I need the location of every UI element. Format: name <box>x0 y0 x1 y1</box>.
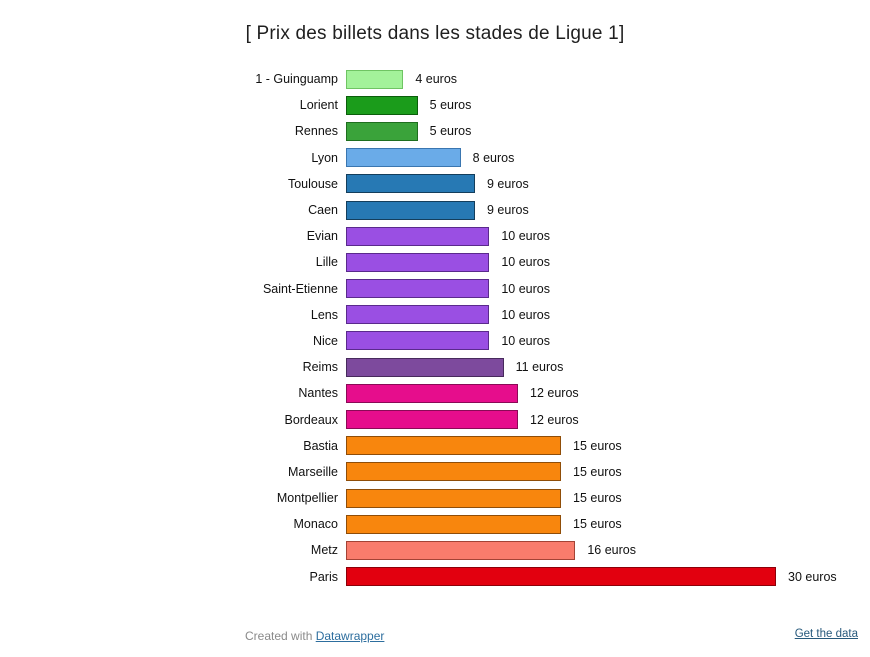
bar <box>346 488 561 508</box>
bar <box>346 567 776 587</box>
bar <box>346 279 490 299</box>
bar <box>346 148 461 168</box>
category-label: Rennes <box>294 124 338 139</box>
category-label: Caen <box>308 203 338 218</box>
chart-row: Metz 16 euros <box>0 537 870 563</box>
bar <box>346 331 490 351</box>
value-label: 9 euros <box>487 203 529 218</box>
category-label: Montpellier <box>276 491 338 506</box>
value-label: 10 euros <box>501 307 550 322</box>
bar <box>346 174 475 194</box>
category-label: 1 - Guinguamp <box>255 72 338 87</box>
bar <box>346 121 418 141</box>
value-label: 4 euros <box>415 72 458 87</box>
bar <box>346 305 490 325</box>
category-label: Lorient <box>299 98 338 113</box>
bar <box>346 410 518 430</box>
bar <box>346 95 418 115</box>
category-label: Nice <box>312 333 338 348</box>
value-label: 16 euros <box>587 543 636 558</box>
chart-row: Lorient 5 euros <box>0 92 870 118</box>
chart-row: Montpellier 15 euros <box>0 485 870 511</box>
category-label: Lille <box>315 255 338 270</box>
value-label: 10 euros <box>501 333 550 348</box>
chart-row: Nice 10 euros <box>0 328 870 354</box>
value-label: 12 euros <box>530 412 579 427</box>
bar <box>346 69 404 89</box>
category-label: Saint-Etienne <box>262 281 338 296</box>
value-label: 5 euros <box>429 124 472 139</box>
attribution: Created with Datawrapper <box>245 629 384 643</box>
value-label: 15 euros <box>573 517 622 532</box>
bar <box>346 357 504 377</box>
bar <box>346 383 518 403</box>
category-label: Bordeaux <box>284 412 338 427</box>
category-label: Paris <box>309 569 338 584</box>
chart-row: Lyon 8 euros <box>0 145 870 171</box>
value-label: 8 euros <box>472 150 515 165</box>
bar <box>346 200 475 220</box>
chart-row: Marseille 15 euros <box>0 459 870 485</box>
bar <box>346 226 490 246</box>
bar <box>346 540 576 560</box>
get-data-link[interactable]: Get the data <box>794 628 858 640</box>
category-label: Bastia <box>303 438 338 453</box>
category-label: Marseille <box>287 464 338 479</box>
value-label: 11 euros <box>515 360 564 375</box>
chart-row: Lens 10 euros <box>0 302 870 328</box>
attribution-text: Created with <box>245 629 316 643</box>
category-label: Evian <box>306 229 338 244</box>
chart-row: Lille 10 euros <box>0 249 870 275</box>
datawrapper-link[interactable]: Datawrapper <box>315 629 385 643</box>
value-label: 9 euros <box>487 176 529 191</box>
value-label: 30 euros <box>788 569 837 584</box>
bar <box>346 436 561 456</box>
chart-row: Nantes 12 euros <box>0 380 870 406</box>
chart-row: Bastia 15 euros <box>0 433 870 459</box>
chart-row: Caen 9 euros <box>0 197 870 223</box>
category-label: Lyon <box>311 150 338 165</box>
bar <box>346 514 561 534</box>
chart-row: Reims 11 euros <box>0 354 870 380</box>
category-label: Monaco <box>293 517 338 532</box>
category-label: Toulouse <box>287 176 338 191</box>
chart-row: Toulouse 9 euros <box>0 171 870 197</box>
chart-row: Bordeaux 12 euros <box>0 406 870 432</box>
category-label: Reims <box>302 360 338 375</box>
value-label: 5 euros <box>429 98 472 113</box>
value-label: 10 euros <box>501 229 550 244</box>
chart-row: Paris 30 euros <box>0 564 870 590</box>
value-label: 15 euros <box>573 464 622 479</box>
chart-row: Rennes 5 euros <box>0 118 870 144</box>
chart-row: Saint-Etienne 10 euros <box>0 276 870 302</box>
chart-row: Monaco 15 euros <box>0 511 870 537</box>
value-label: 10 euros <box>501 281 550 296</box>
value-label: 12 euros <box>530 386 579 401</box>
category-label: Metz <box>310 543 338 558</box>
bar <box>346 252 490 272</box>
bar-chart: 1 - Guinguamp 4 euros Lorient 5 euros Rennes… <box>0 66 870 590</box>
value-label: 15 euros <box>573 438 622 453</box>
chart-row: 1 - Guinguamp 4 euros <box>0 66 870 92</box>
chart-title: [ Prix des billets dans les stades de Li… <box>245 23 625 44</box>
value-label: 15 euros <box>573 491 622 506</box>
category-label: Lens <box>310 307 338 322</box>
bar <box>346 462 561 482</box>
chart-row: Evian 10 euros <box>0 223 870 249</box>
value-label: 10 euros <box>501 255 550 270</box>
category-label: Nantes <box>298 386 338 401</box>
